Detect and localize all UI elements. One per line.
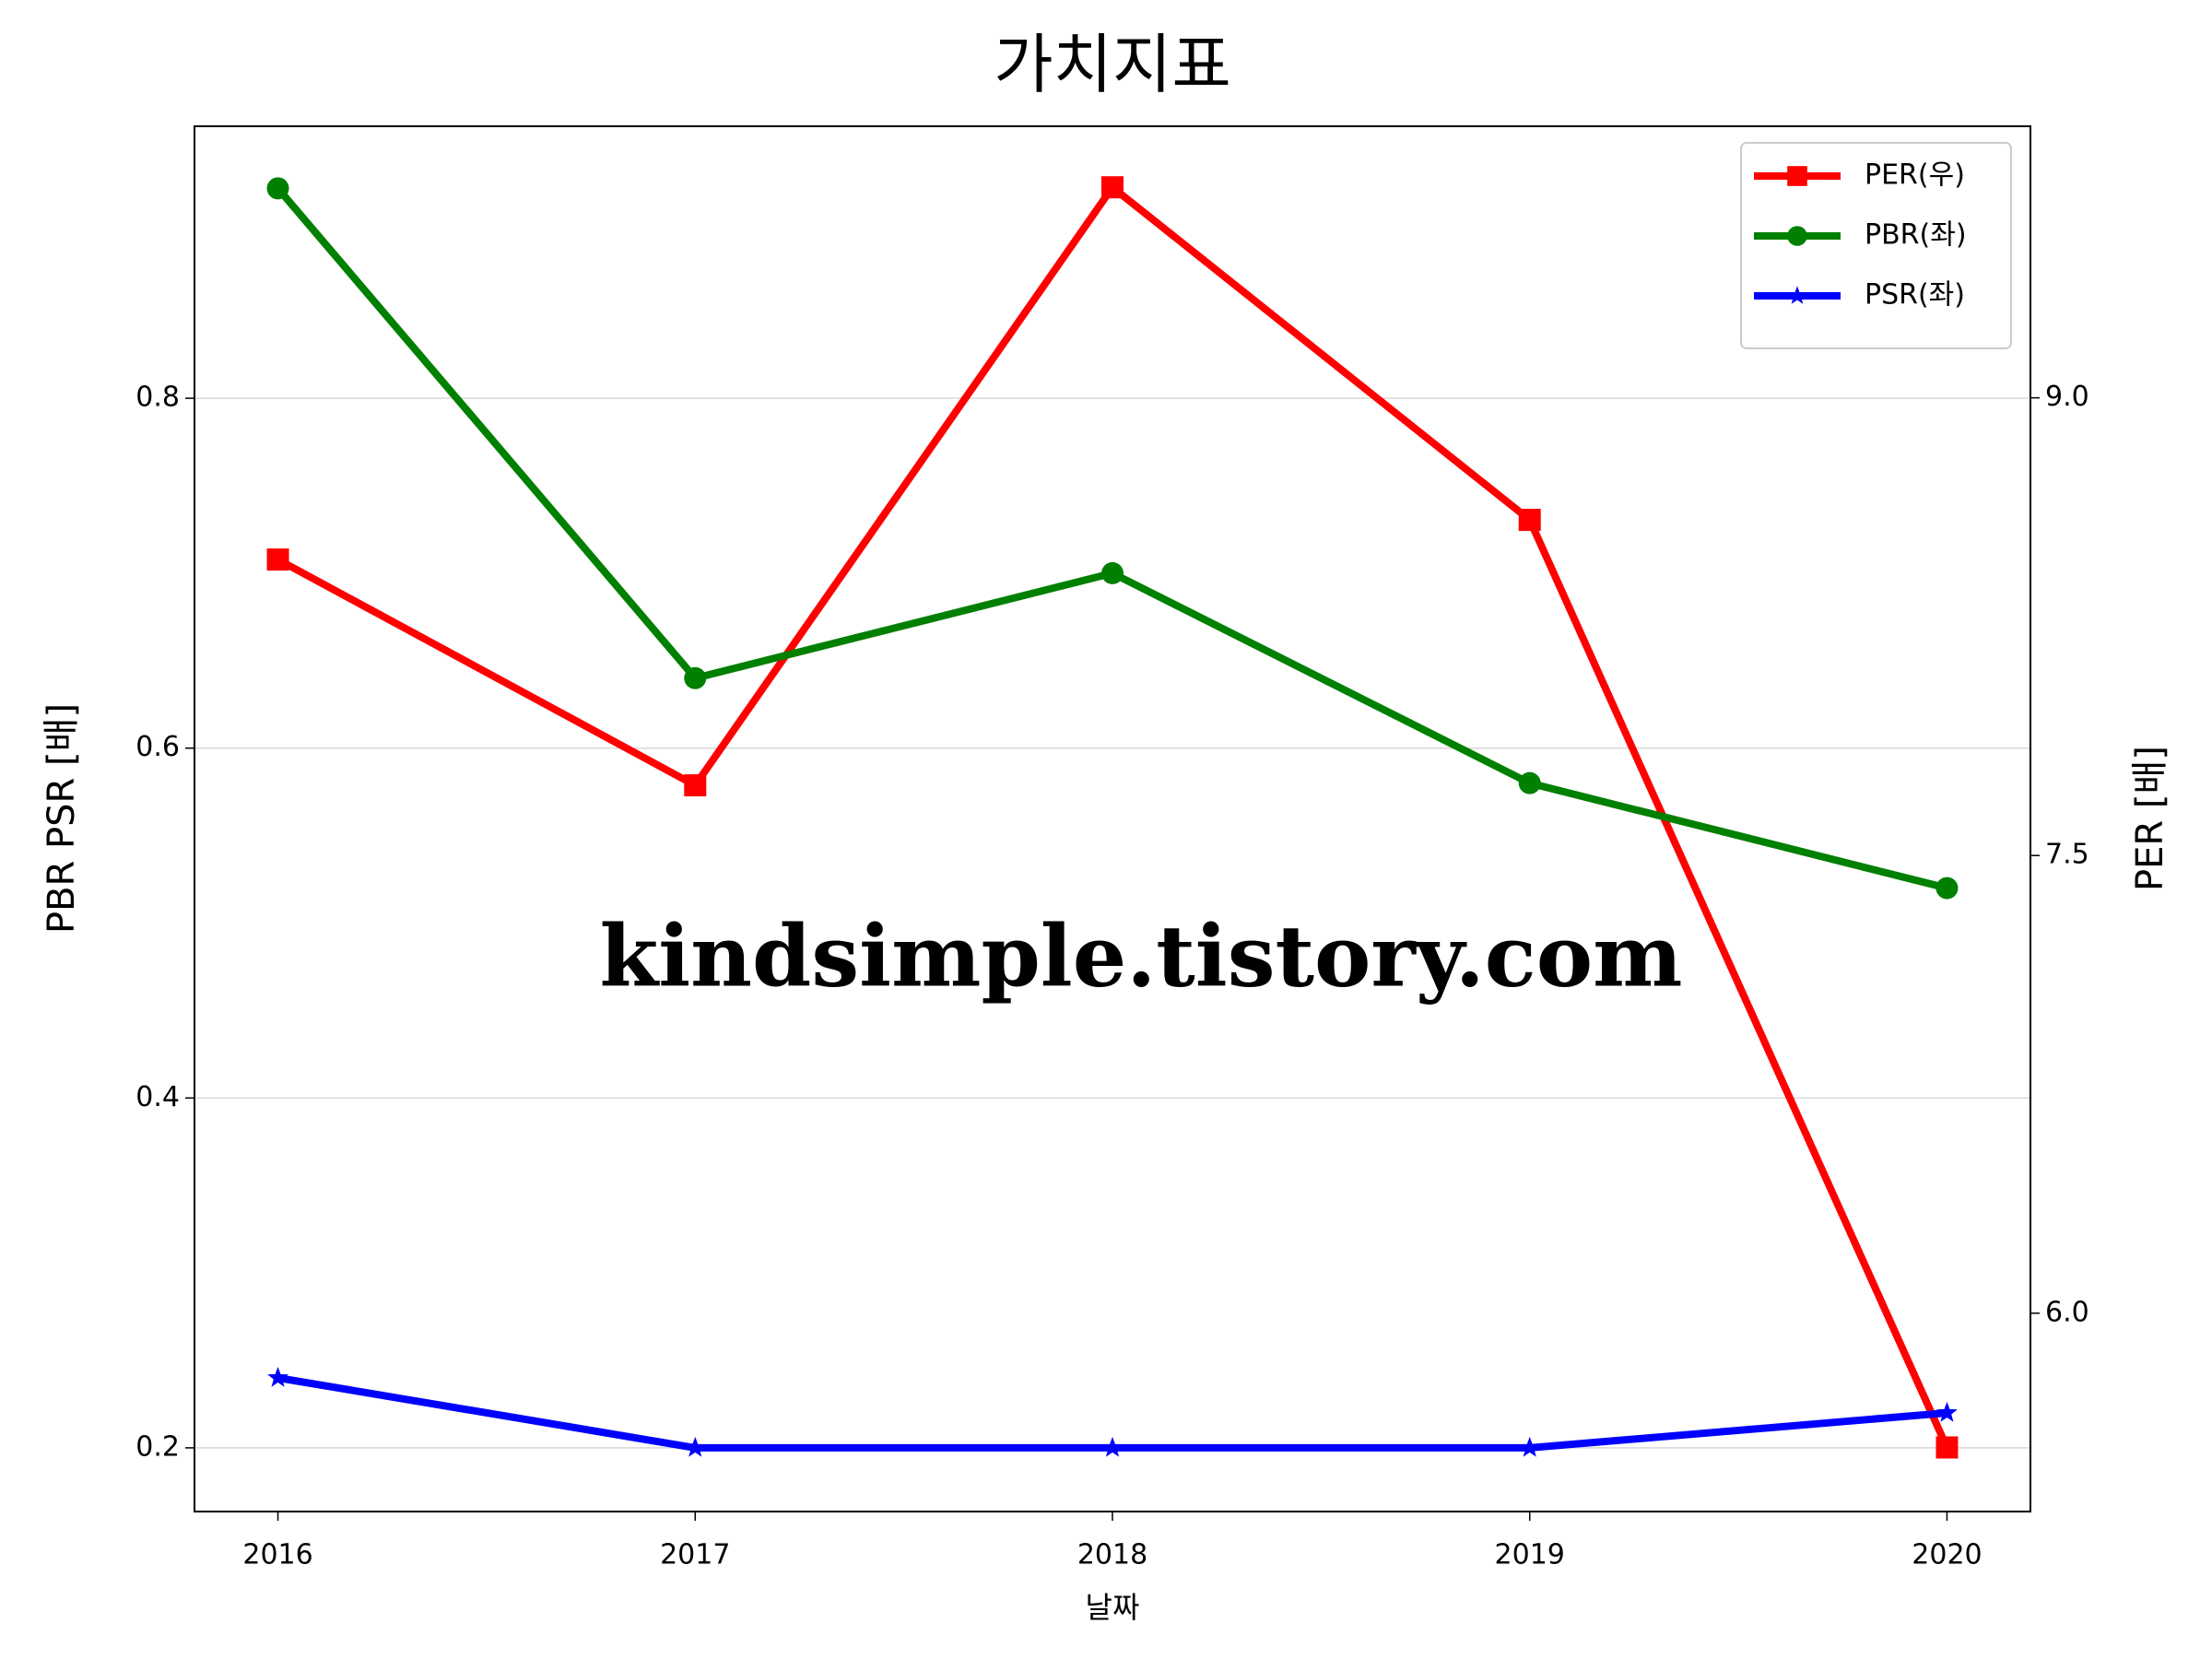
y-tick-label: 0.4 bbox=[135, 1081, 180, 1113]
marker bbox=[1518, 771, 1541, 794]
marker bbox=[1936, 1402, 1958, 1422]
y-axis-label: PBR PSR [배] bbox=[41, 703, 83, 934]
x-tick-label: 2019 bbox=[1495, 1539, 1565, 1571]
marker bbox=[684, 1436, 706, 1457]
x-tick-label: 2017 bbox=[660, 1539, 730, 1571]
x-axis-label: 날짜 bbox=[1086, 1590, 1140, 1625]
legend-label: PBR(좌) bbox=[1865, 219, 1967, 252]
y2-tick-label: 9.0 bbox=[2045, 381, 2089, 413]
marker bbox=[1787, 226, 1807, 246]
axes-frame bbox=[194, 125, 2031, 1512]
legend-label: PSR(좌) bbox=[1865, 279, 1965, 312]
marker bbox=[1787, 286, 1807, 304]
y-tick-label: 0.8 bbox=[135, 382, 180, 414]
marker bbox=[1787, 166, 1807, 186]
y2-tick-label: 6.0 bbox=[2045, 1296, 2089, 1328]
marker bbox=[1936, 877, 1959, 900]
marker bbox=[684, 774, 707, 797]
marker bbox=[266, 548, 289, 571]
y-tick-label: 0.6 bbox=[135, 731, 180, 763]
marker bbox=[1101, 561, 1124, 584]
marker bbox=[1519, 1436, 1541, 1457]
y-tick-label: 0.2 bbox=[135, 1430, 180, 1463]
y2-axis-label: PER [배] bbox=[2129, 746, 2171, 891]
marker bbox=[1518, 509, 1541, 532]
marker bbox=[1101, 176, 1124, 199]
marker bbox=[266, 177, 289, 200]
legend-label: PER(우) bbox=[1865, 159, 1965, 192]
marker bbox=[1101, 1436, 1124, 1457]
watermark: kindsimple.tistory.com bbox=[599, 907, 1682, 1006]
x-tick-label: 2016 bbox=[242, 1539, 312, 1571]
x-tick-label: 2020 bbox=[1912, 1539, 1982, 1571]
marker bbox=[1936, 1436, 1959, 1459]
chart-title: 가치지표 bbox=[994, 27, 1231, 102]
x-tick-label: 2018 bbox=[1077, 1539, 1147, 1571]
y2-tick-label: 7.5 bbox=[2045, 839, 2089, 871]
marker bbox=[267, 1367, 288, 1387]
marker bbox=[684, 666, 707, 689]
